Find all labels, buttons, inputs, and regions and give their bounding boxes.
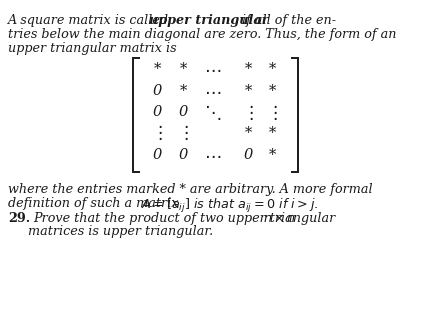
Text: $\vdots$: $\vdots$ — [242, 102, 254, 122]
Text: $\mathit{n} \times \mathit{n}$: $\mathit{n} \times \mathit{n}$ — [263, 212, 296, 225]
Text: 0: 0 — [243, 148, 253, 162]
Text: *: * — [244, 84, 252, 98]
Text: *: * — [244, 62, 252, 76]
Text: where the entries marked * are arbitrary. A more formal: where the entries marked * are arbitrary… — [8, 183, 373, 196]
Text: *: * — [268, 148, 276, 162]
Text: *: * — [268, 62, 276, 76]
Text: upper triangular: upper triangular — [149, 14, 268, 27]
Text: $\vdots$: $\vdots$ — [151, 123, 163, 143]
Text: 0: 0 — [153, 84, 162, 98]
Text: $\vdots$: $\vdots$ — [177, 123, 189, 143]
Text: *: * — [179, 62, 187, 76]
Text: Prove that the product of two upper triangular: Prove that the product of two upper tria… — [33, 212, 339, 225]
Text: 0: 0 — [153, 105, 162, 119]
Text: 0: 0 — [178, 148, 187, 162]
Text: $\cdots$: $\cdots$ — [205, 82, 222, 100]
Text: $\ddots$: $\ddots$ — [205, 102, 222, 122]
Text: upper triangular matrix is: upper triangular matrix is — [8, 41, 177, 55]
Text: *: * — [268, 84, 276, 98]
Text: if all of the en-: if all of the en- — [238, 14, 336, 27]
Text: tries below the main diagonal are zero. Thus, the form of an: tries below the main diagonal are zero. … — [8, 28, 396, 41]
Text: 0: 0 — [153, 148, 162, 162]
Text: A square matrix is called: A square matrix is called — [8, 14, 173, 27]
Text: $\cdots$: $\cdots$ — [205, 60, 222, 78]
Text: 29.: 29. — [8, 212, 30, 225]
Text: 0: 0 — [178, 105, 187, 119]
Text: *: * — [268, 126, 276, 140]
Text: $\vdots$: $\vdots$ — [266, 102, 278, 122]
Text: $\mathit{A} = [\mathit{a}_{ij}]$$\mathit{\ is\ that\ }$$\mathit{a}_{ij} = 0$$\ma: $\mathit{A} = [\mathit{a}_{ij}]$$\mathit… — [141, 197, 318, 215]
Text: *: * — [179, 84, 187, 98]
Text: $\cdots$: $\cdots$ — [205, 146, 222, 164]
Text: definition of such a matrix: definition of such a matrix — [8, 197, 183, 210]
Text: *: * — [153, 62, 161, 76]
Text: *: * — [244, 126, 252, 140]
Text: matrices is upper triangular.: matrices is upper triangular. — [28, 225, 213, 238]
